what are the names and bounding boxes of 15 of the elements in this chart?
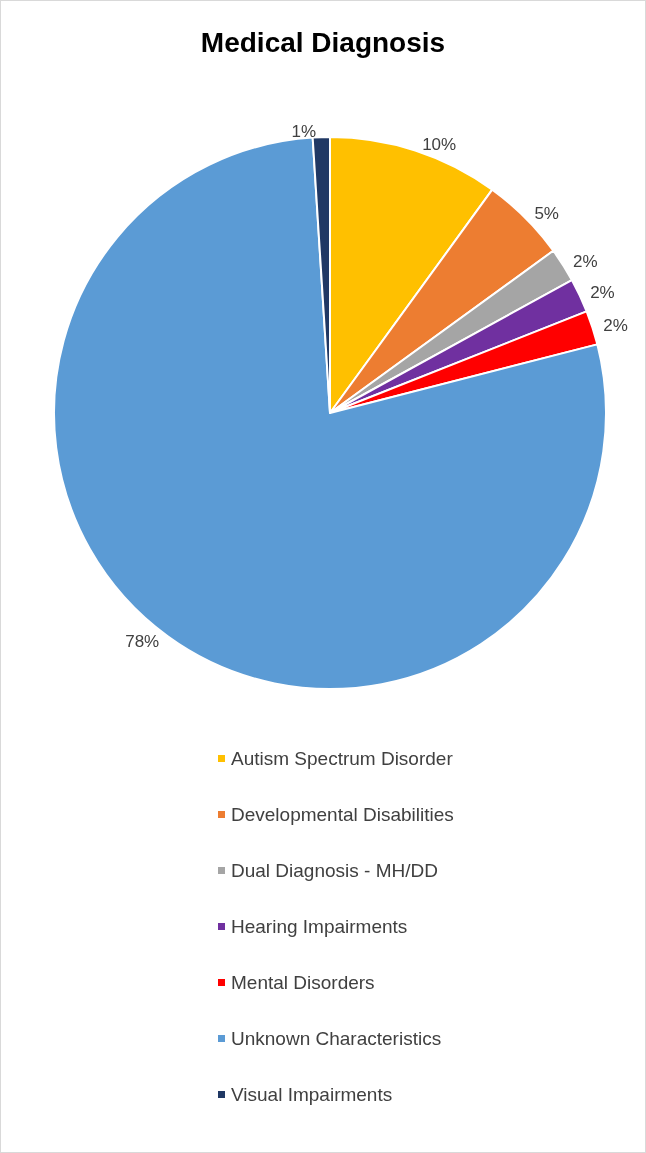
data-label: 2%: [590, 283, 615, 303]
data-label: 2%: [573, 252, 598, 272]
legend-label: Unknown Characteristics: [231, 1028, 442, 1049]
legend-label: Autism Spectrum Disorder: [231, 748, 454, 769]
chart-title: Medical Diagnosis: [200, 26, 446, 58]
data-label: 5%: [534, 204, 559, 224]
data-label: 10%: [422, 135, 457, 155]
data-label: 1%: [291, 121, 317, 141]
legend-label: Developmental Disabilities: [231, 804, 454, 825]
legend-label: Mental Disorders: [231, 972, 375, 993]
legend-label: Hearing Impairments: [231, 916, 408, 937]
legend-label: Visual Impairments: [231, 1084, 393, 1105]
legend-label: Dual Diagnosis - MH/DD: [231, 860, 438, 881]
data-label: 78%: [125, 631, 160, 651]
data-label: 2%: [603, 316, 628, 336]
